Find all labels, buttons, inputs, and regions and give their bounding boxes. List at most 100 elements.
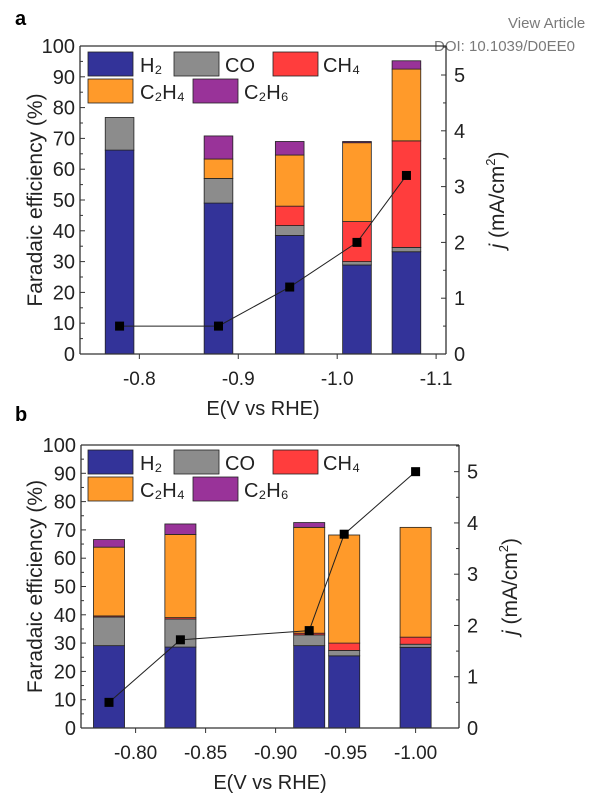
panel-label: a bbox=[15, 8, 27, 30]
y-tick-label: 70 bbox=[54, 520, 76, 542]
legend-label-co: CO bbox=[225, 55, 255, 77]
bar-segment-h2 bbox=[203, 202, 234, 355]
bar-stack bbox=[274, 141, 305, 355]
y-tick-label: 30 bbox=[53, 252, 75, 274]
bar-segment-ch4 bbox=[391, 140, 422, 248]
bar-segment-c2h6 bbox=[164, 523, 197, 535]
legend-label-c2h6: C₂H₆ bbox=[244, 82, 289, 104]
doi-text: DOI: 10.1039/D0EE0 bbox=[434, 38, 575, 55]
bar-segment-h2 bbox=[328, 655, 361, 729]
y2-label-units: (mA/cm bbox=[486, 166, 509, 244]
bar-stack bbox=[104, 117, 135, 355]
y-tick-label: 90 bbox=[53, 67, 75, 89]
legend-swatch-co bbox=[173, 51, 220, 77]
y2-tick-label: 2 bbox=[454, 232, 465, 254]
y2-label-j: j bbox=[486, 243, 509, 252]
y-tick-label: 0 bbox=[64, 344, 75, 366]
bar-segment-c2h6 bbox=[274, 141, 305, 156]
y2-label-sup: 2 bbox=[496, 545, 511, 552]
x-tick-label: -0.90 bbox=[254, 743, 297, 764]
bar-segment-co bbox=[399, 643, 432, 648]
bar-segment-ch4 bbox=[399, 636, 432, 645]
y2-tick-label: 1 bbox=[454, 288, 465, 310]
legend-swatch-c2h4 bbox=[87, 78, 134, 104]
current-density-point bbox=[285, 282, 295, 292]
bar-segment-c2h4 bbox=[274, 154, 305, 207]
panel-label: b bbox=[15, 404, 27, 426]
current-density-point bbox=[401, 170, 411, 180]
legend-swatch-h2 bbox=[87, 51, 134, 77]
bar-stack bbox=[391, 60, 422, 355]
bar-segment-h2 bbox=[293, 645, 326, 729]
legend-label-ch4: CH₄ bbox=[323, 453, 360, 475]
y-tick-label: 30 bbox=[54, 633, 76, 655]
y2-axis-label: j (mA/cm2) bbox=[483, 151, 509, 251]
y-tick-label: 10 bbox=[54, 690, 76, 712]
bar-stack bbox=[164, 523, 197, 729]
legend-swatch-c2h6 bbox=[192, 476, 239, 502]
legend-swatch-c2h6 bbox=[192, 78, 239, 104]
y-axis-label: Faradaic efficiency (%) bbox=[24, 93, 47, 306]
legend-label-h2: H₂ bbox=[140, 453, 162, 475]
bar-stack bbox=[328, 534, 361, 729]
bar-segment-co bbox=[293, 634, 326, 647]
legend-swatch-h2 bbox=[87, 449, 134, 475]
y-tick-label: 40 bbox=[54, 605, 76, 627]
y-tick-label: 70 bbox=[53, 128, 75, 150]
legend: H₂ CO CH₄ C₂H₄ C₂H₆ bbox=[87, 51, 360, 104]
bar-segment-co bbox=[93, 616, 125, 647]
current-density-point bbox=[304, 626, 314, 636]
bar-segment-ch4 bbox=[328, 642, 361, 651]
y-tick-label: 20 bbox=[54, 661, 76, 683]
bar-stack bbox=[93, 539, 125, 729]
legend-swatch-c2h4 bbox=[87, 476, 134, 502]
bar-segment-co bbox=[104, 117, 135, 151]
bar-stack bbox=[293, 522, 326, 729]
y2-tick-label: 1 bbox=[467, 667, 478, 689]
y-tick-label: 10 bbox=[53, 313, 75, 335]
current-density-point bbox=[104, 697, 114, 707]
current-density-point bbox=[411, 467, 421, 477]
y2-label-j: j bbox=[499, 629, 522, 638]
bar-segment-c2h4 bbox=[203, 158, 234, 179]
current-density-point bbox=[352, 237, 362, 247]
bar-segment-c2h4 bbox=[164, 534, 197, 619]
y-tick-label: 90 bbox=[54, 463, 76, 485]
bar-stack bbox=[203, 135, 234, 355]
bar-segment-ch4 bbox=[274, 205, 305, 226]
legend-swatch-ch4 bbox=[272, 449, 319, 475]
legend-label-h2: H₂ bbox=[140, 55, 162, 77]
bar-segment-co bbox=[274, 225, 305, 236]
panel-a: a 0 10 20 30 40 50 60 70 80 90 100 0 1 2 3 4 5 -0.8 -0.9 -1.… bbox=[15, 8, 509, 420]
x-axis-label: E(V vs RHE) bbox=[206, 398, 319, 420]
panel-b: b 0 10 20 30 40 50 60 70 80 90 100 0 1 2 3 4 5 -0.80 -0.85 -… bbox=[15, 404, 522, 794]
y2-tick-label: 3 bbox=[454, 177, 465, 199]
y-tick-label: 60 bbox=[53, 159, 75, 181]
bar-segment-c2h6 bbox=[93, 539, 125, 548]
view-article-link[interactable]: View Article bbox=[508, 15, 586, 32]
y-tick-label: 100 bbox=[42, 36, 75, 58]
legend-swatch-co bbox=[173, 449, 220, 475]
y2-tick-label: 0 bbox=[454, 344, 465, 366]
x-tick-label: -1.00 bbox=[394, 743, 437, 764]
legend-label-c2h6: C₂H₆ bbox=[244, 480, 289, 502]
y2-label-units: (mA/cm bbox=[499, 552, 522, 630]
bar-segment-c2h4 bbox=[93, 546, 125, 617]
y2-tick-label: 5 bbox=[454, 65, 465, 87]
bar-segment-co bbox=[203, 178, 234, 204]
y2-axis-label: j (mA/cm2) bbox=[496, 538, 522, 638]
bar-segment-c2h4 bbox=[342, 142, 372, 222]
legend-label-ch4: CH₄ bbox=[323, 55, 360, 77]
y-tick-label: 50 bbox=[53, 190, 75, 212]
y2-tick-label: 4 bbox=[467, 513, 478, 535]
bar-segment-h2 bbox=[342, 264, 372, 355]
x-tick-label: -0.80 bbox=[114, 743, 157, 764]
y-tick-label: 80 bbox=[53, 98, 75, 120]
current-density-point bbox=[115, 321, 125, 331]
y2-label-end: ) bbox=[486, 151, 509, 158]
bar-segment-h2 bbox=[164, 646, 197, 729]
y-tick-label: 80 bbox=[54, 492, 76, 514]
bar-segment-h2 bbox=[399, 646, 432, 729]
y2-tick-label: 2 bbox=[467, 615, 478, 637]
